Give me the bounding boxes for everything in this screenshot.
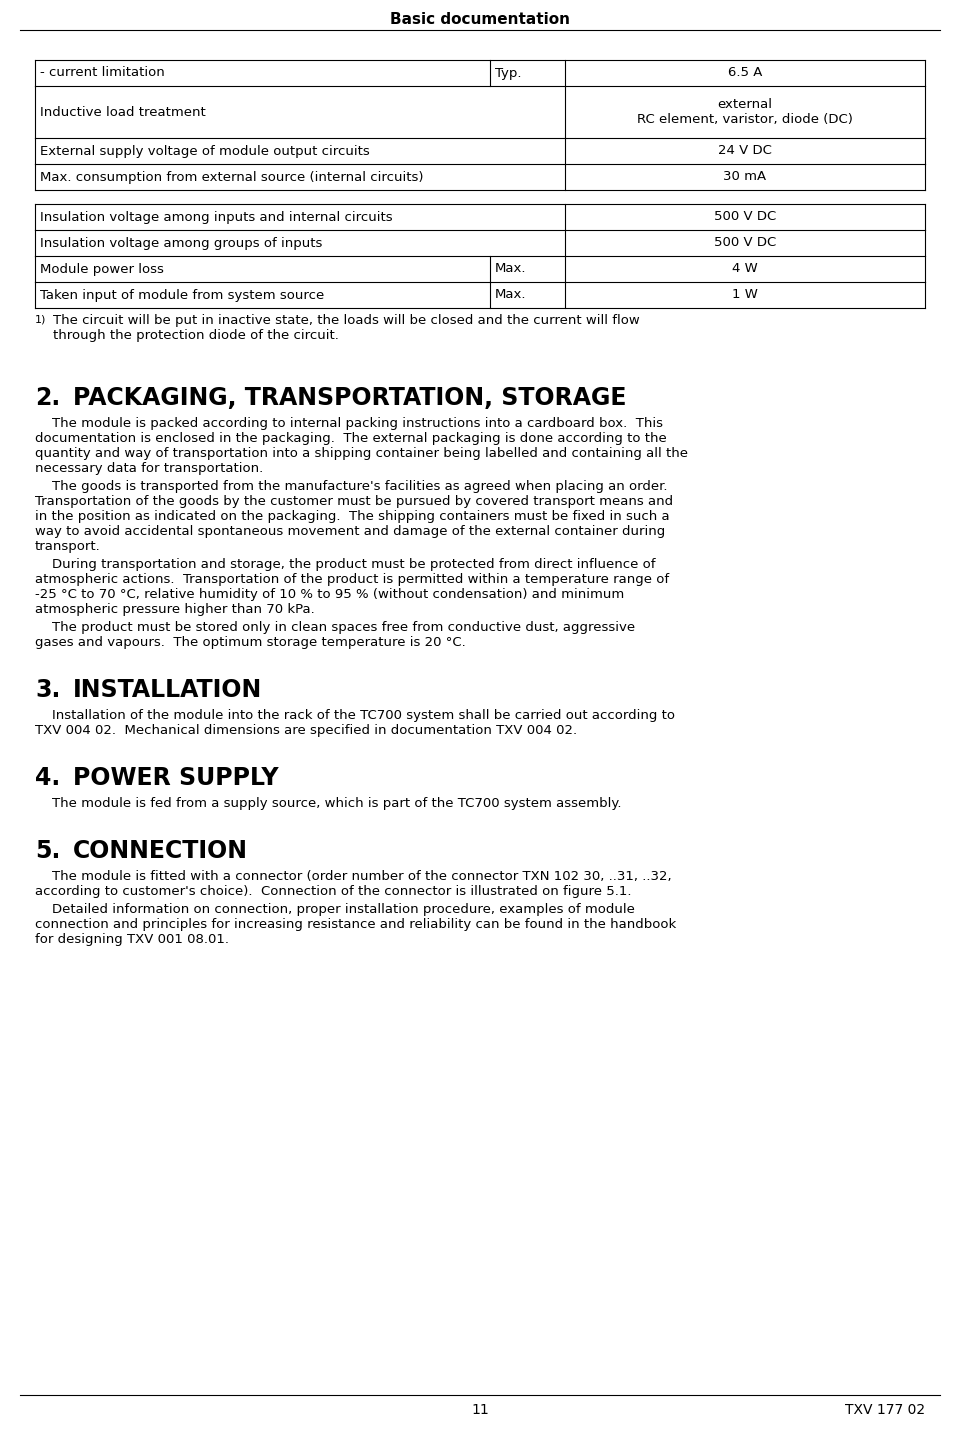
- Text: Typ.: Typ.: [495, 66, 521, 79]
- Text: 2.: 2.: [35, 386, 60, 410]
- Text: The module is fitted with a connector (order number of the connector TXN 102 30,: The module is fitted with a connector (o…: [35, 870, 672, 883]
- Text: 3.: 3.: [35, 678, 60, 701]
- Text: - current limitation: - current limitation: [40, 66, 165, 79]
- Text: 5.: 5.: [35, 840, 60, 863]
- Text: The goods is transported from the manufacture's facilities as agreed when placin: The goods is transported from the manufa…: [35, 480, 667, 492]
- Text: Inductive load treatment: Inductive load treatment: [40, 105, 205, 118]
- Text: External supply voltage of module output circuits: External supply voltage of module output…: [40, 144, 370, 157]
- Text: Taken input of module from system source: Taken input of module from system source: [40, 288, 324, 301]
- Text: Installation of the module into the rack of the TC700 system shall be carried ou: Installation of the module into the rack…: [35, 708, 675, 721]
- Text: in the position as indicated on the packaging.  The shipping containers must be : in the position as indicated on the pack…: [35, 510, 670, 523]
- Text: Max.: Max.: [495, 262, 526, 275]
- Text: for designing TXV 001 08.01.: for designing TXV 001 08.01.: [35, 933, 229, 946]
- Text: necessary data for transportation.: necessary data for transportation.: [35, 462, 263, 475]
- Text: The module is fed from a supply source, which is part of the TC700 system assemb: The module is fed from a supply source, …: [35, 796, 621, 809]
- Text: way to avoid accidental spontaneous movement and damage of the external containe: way to avoid accidental spontaneous move…: [35, 526, 665, 539]
- Text: 4.: 4.: [35, 766, 60, 791]
- Text: TXV 177 02: TXV 177 02: [845, 1403, 925, 1417]
- Text: 30 mA: 30 mA: [724, 170, 767, 183]
- Text: CONNECTION: CONNECTION: [73, 840, 248, 863]
- Text: During transportation and storage, the product must be protected from direct inf: During transportation and storage, the p…: [35, 557, 656, 572]
- Text: 1 W: 1 W: [732, 288, 758, 301]
- Text: 500 V DC: 500 V DC: [714, 236, 776, 249]
- Text: Insulation voltage among inputs and internal circuits: Insulation voltage among inputs and inte…: [40, 210, 393, 223]
- Text: Max.: Max.: [495, 288, 526, 301]
- Text: 11: 11: [471, 1403, 489, 1417]
- Text: according to customer's choice).  Connection of the connector is illustrated on : according to customer's choice). Connect…: [35, 886, 632, 899]
- Text: Insulation voltage among groups of inputs: Insulation voltage among groups of input…: [40, 236, 323, 249]
- Text: Module power loss: Module power loss: [40, 262, 164, 275]
- Text: 1): 1): [35, 314, 46, 324]
- Text: 500 V DC: 500 V DC: [714, 210, 776, 223]
- Text: connection and principles for increasing resistance and reliability can be found: connection and principles for increasing…: [35, 919, 676, 932]
- Text: INSTALLATION: INSTALLATION: [73, 678, 262, 701]
- Text: Transportation of the goods by the customer must be pursued by covered transport: Transportation of the goods by the custo…: [35, 495, 673, 508]
- Text: Max. consumption from external source (internal circuits): Max. consumption from external source (i…: [40, 170, 423, 183]
- Text: RC element, varistor, diode (DC): RC element, varistor, diode (DC): [637, 112, 852, 125]
- Text: external: external: [717, 98, 773, 111]
- Text: documentation is enclosed in the packaging.  The external packaging is done acco: documentation is enclosed in the packagi…: [35, 432, 667, 445]
- Text: gases and vapours.  The optimum storage temperature is 20 °C.: gases and vapours. The optimum storage t…: [35, 636, 466, 649]
- Text: Detailed information on connection, proper installation procedure, examples of m: Detailed information on connection, prop…: [35, 903, 635, 916]
- Text: The product must be stored only in clean spaces free from conductive dust, aggre: The product must be stored only in clean…: [35, 621, 636, 634]
- Text: 4 W: 4 W: [732, 262, 757, 275]
- Text: TXV 004 02.  Mechanical dimensions are specified in documentation TXV 004 02.: TXV 004 02. Mechanical dimensions are sp…: [35, 724, 577, 737]
- Text: quantity and way of transportation into a shipping container being labelled and : quantity and way of transportation into …: [35, 446, 688, 459]
- Text: PACKAGING, TRANSPORTATION, STORAGE: PACKAGING, TRANSPORTATION, STORAGE: [73, 386, 627, 410]
- Text: The module is packed according to internal packing instructions into a cardboard: The module is packed according to intern…: [35, 418, 663, 431]
- Text: 24 V DC: 24 V DC: [718, 144, 772, 157]
- Text: -25 °C to 70 °C, relative humidity of 10 % to 95 % (without condensation) and mi: -25 °C to 70 °C, relative humidity of 10…: [35, 588, 624, 600]
- Text: The circuit will be put in inactive state, the loads will be closed and the curr: The circuit will be put in inactive stat…: [53, 314, 639, 327]
- Text: atmospheric actions.  Transportation of the product is permitted within a temper: atmospheric actions. Transportation of t…: [35, 573, 669, 586]
- Text: atmospheric pressure higher than 70 kPa.: atmospheric pressure higher than 70 kPa.: [35, 603, 315, 616]
- Text: 6.5 A: 6.5 A: [728, 66, 762, 79]
- Text: Basic documentation: Basic documentation: [390, 12, 570, 27]
- Text: through the protection diode of the circuit.: through the protection diode of the circ…: [53, 328, 339, 341]
- Text: transport.: transport.: [35, 540, 101, 553]
- Text: POWER SUPPLY: POWER SUPPLY: [73, 766, 278, 791]
